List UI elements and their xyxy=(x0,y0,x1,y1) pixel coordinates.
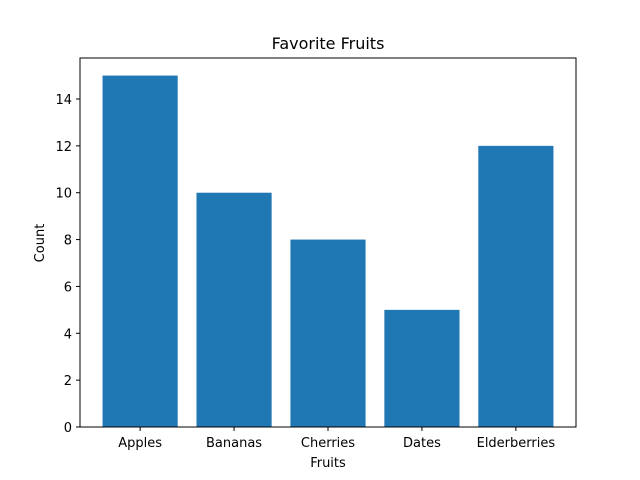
plot-frame xyxy=(79,57,577,428)
x-tick-label: Apples xyxy=(118,436,162,451)
y-axis-label: Count xyxy=(33,224,48,263)
chart-title: Favorite Fruits xyxy=(272,34,385,53)
y-tick-label: 2 xyxy=(64,374,72,389)
y-tick-label: 4 xyxy=(64,327,72,342)
bar xyxy=(290,239,366,427)
x-tick-label: Bananas xyxy=(206,436,262,451)
y-tick-label: 14 xyxy=(55,93,72,108)
x-tick-label: Dates xyxy=(403,436,441,451)
x-tick-label: Elderberries xyxy=(477,436,556,451)
x-axis-label: Fruits xyxy=(310,456,346,471)
bar xyxy=(102,75,178,428)
bar xyxy=(478,145,554,427)
y-tick-label: 10 xyxy=(55,187,72,202)
y-tick-label: 12 xyxy=(55,140,72,155)
bar xyxy=(196,192,272,427)
y-tick-label: 6 xyxy=(64,280,72,295)
y-tick-label: 8 xyxy=(64,234,72,249)
bar xyxy=(384,309,460,427)
y-tick-label: 0 xyxy=(64,421,72,436)
x-tick-label: Cherries xyxy=(301,436,355,451)
